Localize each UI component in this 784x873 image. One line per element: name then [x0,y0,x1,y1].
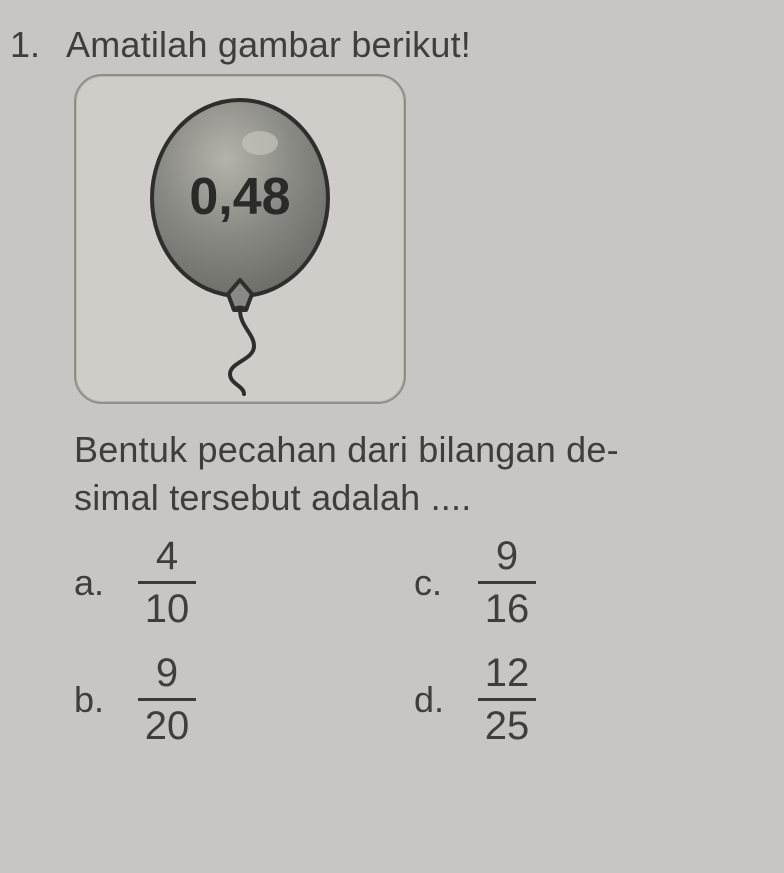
fraction: 12 25 [478,652,536,747]
fraction-numerator: 12 [479,652,536,694]
fraction: 9 16 [478,535,536,630]
option-label: c. [414,562,452,604]
fraction-bar [138,698,196,701]
figure-box: 0,48 [74,74,406,404]
option-d[interactable]: d. 12 25 [414,652,714,747]
option-label: a. [74,562,112,604]
option-c[interactable]: c. 9 16 [414,535,714,630]
balloon-illustration: 0,48 [120,88,360,398]
body-line-2: simal tersebut adalah .... [74,474,756,522]
option-label: d. [414,679,452,721]
options-grid: a. 4 10 c. 9 16 b. 9 20 d. [74,535,756,747]
option-a[interactable]: a. 4 10 [74,535,414,630]
fraction: 4 10 [138,535,196,630]
fraction-numerator: 9 [490,535,524,577]
question-body: Bentuk pecahan dari bilangan de- simal t… [74,426,756,521]
worksheet-page: 1. Amatilah gambar berikut! 0,48 [0,0,784,767]
fraction: 9 20 [138,652,196,747]
fraction-numerator: 4 [150,535,184,577]
option-b[interactable]: b. 9 20 [74,652,414,747]
fraction-denominator: 10 [139,588,196,630]
question-text: Amatilah gambar berikut! [66,24,471,66]
fraction-bar [138,581,196,584]
body-line-1: Bentuk pecahan dari bilangan de- [74,426,756,474]
balloon-value: 0,48 [189,168,290,226]
fraction-denominator: 20 [139,705,196,747]
fraction-denominator: 16 [479,588,536,630]
option-label: b. [74,679,112,721]
question-number: 1. [10,24,44,66]
question-line: 1. Amatilah gambar berikut! [8,24,756,66]
fraction-bar [478,698,536,701]
fraction-bar [478,581,536,584]
fraction-denominator: 25 [479,705,536,747]
fraction-numerator: 9 [150,652,184,694]
